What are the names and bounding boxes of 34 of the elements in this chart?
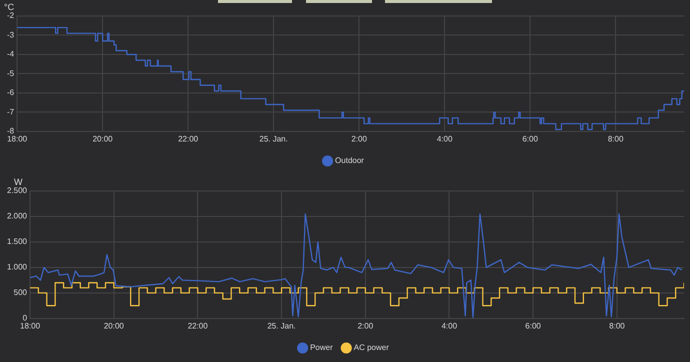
- x-tick-label: 6:00: [525, 321, 542, 330]
- y-tick-label: 2.500: [6, 186, 28, 196]
- x-tick-label: 22:00: [178, 134, 199, 144]
- x-tick-label: 18:00: [7, 134, 28, 144]
- legend-label: AC power: [354, 343, 390, 352]
- x-tick-label: 4:00: [441, 321, 458, 330]
- legend-label: Power: [310, 343, 334, 352]
- y-tick-label: -3: [6, 30, 15, 40]
- y-tick-label: 0: [22, 314, 28, 323]
- x-tick-label: 4:00: [436, 134, 453, 144]
- y-tick-label: 2.000: [6, 212, 28, 221]
- x-tick-label: 8:00: [608, 134, 624, 144]
- x-tick-label: 20:00: [104, 321, 124, 330]
- x-tick-label: 6:00: [522, 134, 538, 144]
- x-tick-label: 22:00: [188, 321, 208, 330]
- y-tick-label: -4: [6, 50, 15, 59]
- y-tick-label: -8: [6, 126, 15, 136]
- y-axis-title: °C: [4, 2, 15, 12]
- y-tick-label: 500: [14, 288, 28, 298]
- y-tick-label: 1.000: [6, 262, 28, 272]
- x-tick-label: 8:00: [609, 321, 626, 330]
- y-tick-label: -6: [6, 88, 15, 98]
- y-tick-label: 1.500: [6, 237, 28, 246]
- x-tick-label: 20:00: [92, 134, 114, 144]
- x-tick-label: 25. Jan.: [267, 321, 296, 330]
- y-tick-label: -2: [6, 11, 15, 20]
- y-tick-label: -5: [6, 68, 15, 78]
- x-tick-label: 18:00: [20, 321, 41, 330]
- y-tick-label: -7: [6, 107, 15, 116]
- x-tick-label: 25. Jan.: [259, 134, 288, 144]
- y-axis-title: W: [14, 176, 24, 187]
- x-tick-label: 2:00: [351, 134, 368, 144]
- x-tick-label: 2:00: [358, 321, 374, 330]
- legend-label: Outdoor: [335, 156, 364, 166]
